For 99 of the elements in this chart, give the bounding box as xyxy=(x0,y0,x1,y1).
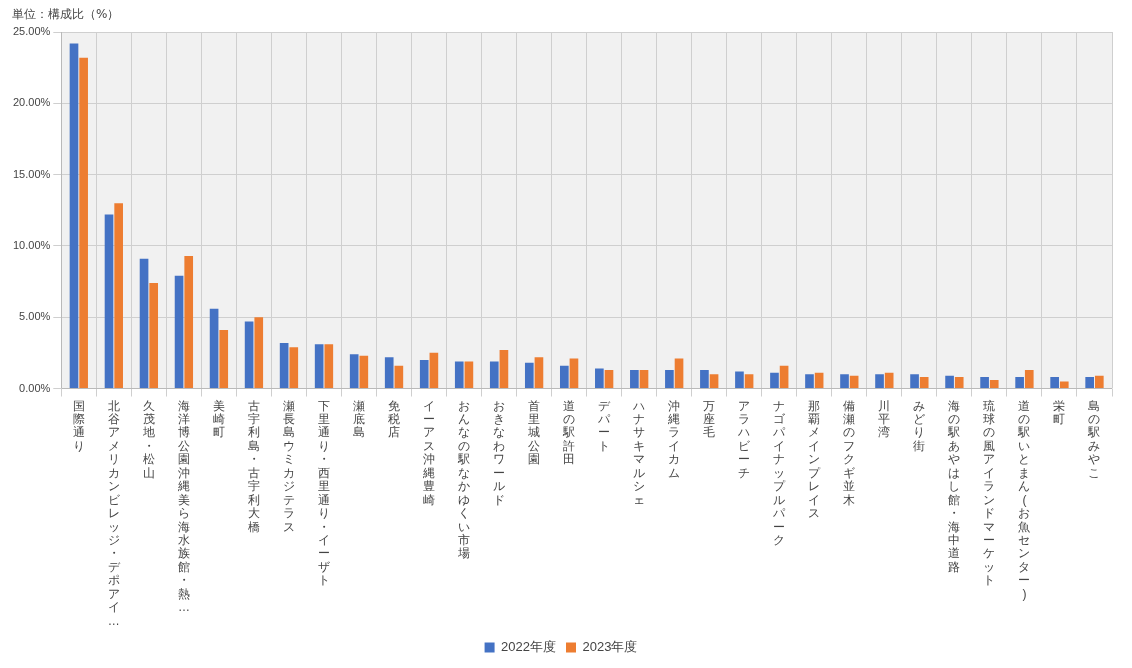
bar xyxy=(709,374,719,389)
bar xyxy=(604,369,614,389)
bar xyxy=(1085,377,1095,389)
y-tick-label: 5.00% xyxy=(19,310,51,323)
y-axis-title: 単位：構成比（%） xyxy=(12,6,120,23)
bar xyxy=(209,308,219,389)
bar xyxy=(919,377,929,389)
bar xyxy=(989,379,999,389)
x-tick-label: アラハビーチ xyxy=(737,398,752,480)
bar xyxy=(1024,369,1034,389)
category-label: 海の駅あやはし館・海中道路 xyxy=(948,398,961,574)
x-tick-label: 島の駅みやこ xyxy=(1087,398,1101,480)
category-label: 北谷アメリカンビレッジ・デポアイ… xyxy=(107,398,120,628)
bar xyxy=(779,365,789,389)
bar xyxy=(429,352,439,389)
bar xyxy=(384,357,394,389)
bar xyxy=(875,374,884,389)
bar xyxy=(359,355,369,389)
bar xyxy=(595,368,604,389)
bar xyxy=(419,360,429,389)
x-tick-label: 美崎町 xyxy=(212,398,225,440)
category-label: 下里通り・西里通り・イーザト xyxy=(317,398,330,588)
bar xyxy=(174,275,184,389)
x-tick-label: 道の駅許田 xyxy=(562,398,576,467)
x-tick-label: イーアス沖縄豊崎 xyxy=(422,398,436,507)
bar xyxy=(79,57,88,389)
x-tick-label: みどり街 xyxy=(913,398,926,453)
legend-label: 2023年度 xyxy=(582,639,638,655)
x-tick-label: 備瀬のフクギ並木 xyxy=(843,398,856,507)
x-tick-label: 川平湾 xyxy=(878,398,891,440)
bar xyxy=(139,258,149,389)
bar xyxy=(104,214,114,389)
category-label: 琉球の風アイランドマーケット xyxy=(983,398,996,588)
bar xyxy=(805,374,814,389)
bar xyxy=(665,369,674,389)
legend-label: 2022年度 xyxy=(501,639,556,655)
category-label: 古宇利島・古宇利大橋 xyxy=(247,398,260,534)
bar xyxy=(945,375,954,389)
x-tick-label: 首里城公園 xyxy=(527,398,541,467)
bar xyxy=(394,365,404,389)
bar xyxy=(674,358,684,389)
bar xyxy=(849,375,859,389)
bar xyxy=(219,330,229,389)
bar xyxy=(524,362,534,389)
bar xyxy=(254,317,264,389)
y-tick-label: 0.00% xyxy=(19,381,51,394)
category-label: 瀬長島ウミカジテラス xyxy=(282,398,295,534)
bar xyxy=(980,377,989,389)
y-tick-label: 10.00% xyxy=(13,238,51,251)
x-tick-label: 沖縄ライカム xyxy=(667,398,681,480)
bar xyxy=(349,354,359,389)
bar xyxy=(735,371,744,389)
bar xyxy=(639,369,649,389)
x-tick-label: デパート xyxy=(597,398,612,453)
x-tick-label: おきなわワールド xyxy=(493,398,506,507)
bar xyxy=(464,361,474,389)
bar xyxy=(840,374,849,389)
bar xyxy=(559,365,569,389)
bar xyxy=(279,342,289,389)
x-tick-label: 久茂地・松山 xyxy=(141,398,155,480)
bar xyxy=(1050,377,1059,389)
bar xyxy=(954,377,964,389)
category-label: 海洋博公園沖縄美ら海水族館・熱… xyxy=(177,398,190,615)
bar xyxy=(1059,381,1069,389)
bar xyxy=(244,321,254,389)
bar xyxy=(534,357,544,389)
category-label: 道の駅いとまん(お魚センター) xyxy=(1018,398,1031,601)
x-tick-label: 国際通り xyxy=(72,398,85,453)
bar xyxy=(744,374,754,389)
y-tick-label: 15.00% xyxy=(13,167,51,180)
category-label: おんなの駅なかゆくい市場 xyxy=(458,398,471,561)
bar xyxy=(884,372,894,389)
y-tick-label: 25.00% xyxy=(13,25,51,38)
bar xyxy=(1094,375,1104,389)
bar xyxy=(324,344,334,389)
x-tick-label: ハナサキマルシェ xyxy=(632,398,646,507)
bar xyxy=(454,361,464,389)
bar xyxy=(114,203,123,389)
bar xyxy=(910,374,919,389)
x-tick-label: 栄町 xyxy=(1053,398,1066,426)
bar xyxy=(814,372,824,389)
x-tick-label: 免税店 xyxy=(388,398,401,440)
x-tick-label: 万座毛 xyxy=(703,398,716,440)
bar xyxy=(1015,377,1024,389)
bar xyxy=(770,372,779,389)
bar xyxy=(69,43,79,389)
x-tick-label: 瀬底島 xyxy=(353,398,365,440)
bar xyxy=(289,347,299,389)
category-label: ナゴパイナップルパーク xyxy=(773,398,786,547)
bar xyxy=(700,369,709,389)
bar xyxy=(149,282,159,389)
bar xyxy=(499,350,509,389)
y-tick-label: 20.00% xyxy=(13,96,51,109)
bar xyxy=(569,358,579,389)
bar xyxy=(630,369,639,389)
bar xyxy=(184,255,194,389)
category-label: 那覇メインプレイス xyxy=(808,398,821,521)
bar xyxy=(489,361,499,389)
bar xyxy=(314,344,324,389)
